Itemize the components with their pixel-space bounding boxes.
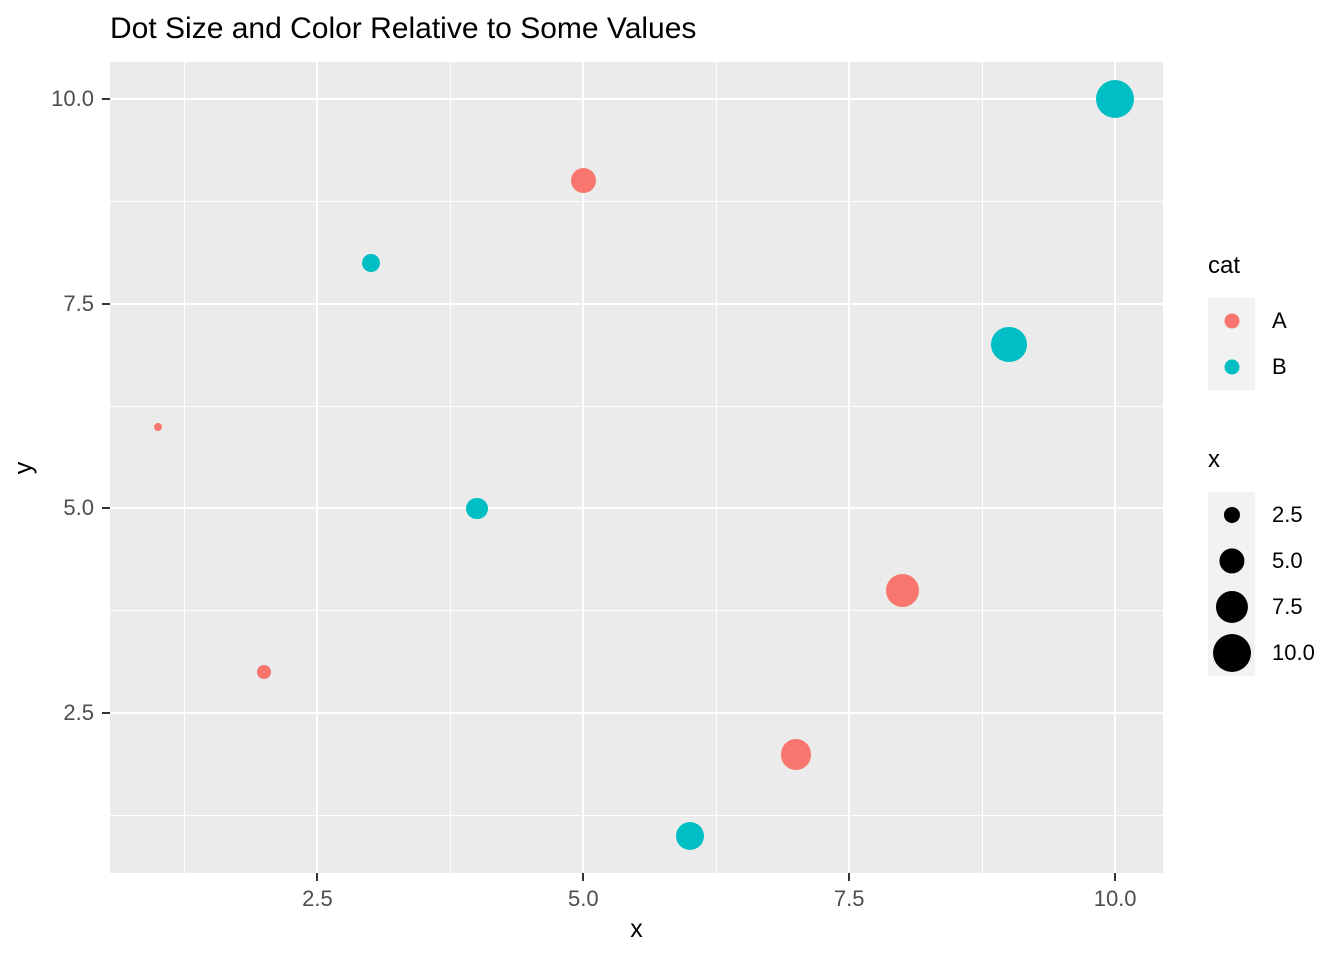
data-point bbox=[257, 665, 272, 680]
legend-entry-label: 10.0 bbox=[1272, 640, 1315, 665]
minor-gridline-y bbox=[110, 200, 1163, 202]
legend-key bbox=[1208, 344, 1255, 390]
minor-gridline-x bbox=[715, 62, 717, 873]
color-legend-entry: B bbox=[1208, 344, 1287, 390]
major-gridline-y bbox=[110, 302, 1163, 305]
legend-entry-label: B bbox=[1272, 354, 1287, 379]
data-point bbox=[466, 497, 488, 520]
y-tick-label: 5.0 bbox=[63, 495, 94, 521]
major-gridline-x bbox=[316, 62, 319, 873]
x-tick-label: 2.5 bbox=[302, 886, 333, 911]
y-tick-mark bbox=[102, 507, 110, 510]
legend-color-dot bbox=[1224, 359, 1239, 375]
color-legend-entry: A bbox=[1208, 298, 1287, 344]
major-gridline-x bbox=[1114, 62, 1117, 873]
minor-gridline-x bbox=[981, 62, 983, 873]
size-legend-entry: 10.0 bbox=[1208, 630, 1315, 676]
minor-gridline-x bbox=[449, 62, 451, 873]
legend-entry-label: 2.5 bbox=[1272, 502, 1303, 527]
size-legend-entry: 5.0 bbox=[1208, 538, 1315, 584]
data-point bbox=[1096, 79, 1135, 118]
minor-gridline-y bbox=[110, 610, 1163, 612]
legend-key bbox=[1208, 538, 1255, 584]
size-legend: x 2.5 5.0 7.5 10.0 bbox=[1208, 446, 1315, 676]
legend-color-dot bbox=[1224, 313, 1239, 329]
x-tick-label: 5.0 bbox=[568, 886, 599, 911]
legend-key bbox=[1208, 298, 1255, 344]
x-tick-mark bbox=[316, 873, 319, 881]
size-legend-title: x bbox=[1208, 446, 1220, 473]
y-tick-label: 10.0 bbox=[51, 85, 94, 111]
y-tick-mark bbox=[102, 712, 110, 715]
x-tick-mark bbox=[1114, 873, 1117, 881]
legend-entry-label: 5.0 bbox=[1272, 548, 1303, 573]
size-legend-entry: 7.5 bbox=[1208, 584, 1315, 630]
data-point bbox=[885, 573, 920, 608]
legend-size-dot bbox=[1215, 590, 1248, 624]
major-gridline-x bbox=[848, 62, 851, 873]
color-legend-title: cat bbox=[1208, 252, 1241, 279]
x-tick-mark bbox=[848, 873, 851, 881]
x-tick-mark bbox=[582, 873, 585, 881]
size-legend-rows: 2.5 5.0 7.5 10.0 bbox=[1208, 492, 1315, 676]
chart-title: Dot Size and Color Relative to Some Valu… bbox=[110, 12, 697, 45]
legend-size-dot bbox=[1218, 548, 1245, 574]
x-axis-title: x bbox=[630, 915, 643, 943]
y-tick-mark bbox=[102, 97, 110, 100]
legend-entry-label: A bbox=[1272, 308, 1287, 333]
major-gridline-x bbox=[582, 62, 585, 873]
legend-size-dot bbox=[1223, 506, 1240, 524]
y-axis-title: y bbox=[9, 461, 38, 474]
legend-entry-label: 7.5 bbox=[1272, 594, 1303, 619]
legend-size-dot bbox=[1212, 634, 1251, 672]
major-gridline-y bbox=[110, 507, 1163, 510]
data-point bbox=[780, 738, 812, 770]
plot-panel bbox=[110, 62, 1163, 873]
data-point bbox=[361, 253, 380, 272]
major-gridline-y bbox=[110, 97, 1163, 100]
major-gridline-y bbox=[110, 712, 1163, 715]
y-tick-mark bbox=[102, 302, 110, 305]
y-tick-label: 2.5 bbox=[63, 700, 94, 726]
data-point bbox=[675, 822, 704, 851]
data-point bbox=[570, 168, 596, 194]
minor-gridline-y bbox=[110, 405, 1163, 407]
x-tick-label: 7.5 bbox=[833, 886, 865, 911]
legend-key bbox=[1208, 584, 1255, 630]
legend-key bbox=[1208, 492, 1255, 538]
x-tick-label: 10.0 bbox=[1093, 886, 1137, 911]
minor-gridline-x bbox=[183, 62, 185, 873]
size-legend-entry: 2.5 bbox=[1208, 492, 1315, 538]
data-point bbox=[153, 422, 162, 431]
minor-gridline-y bbox=[110, 815, 1163, 817]
legend-key bbox=[1208, 630, 1255, 676]
y-tick-label: 7.5 bbox=[63, 290, 94, 316]
data-point bbox=[990, 326, 1027, 363]
